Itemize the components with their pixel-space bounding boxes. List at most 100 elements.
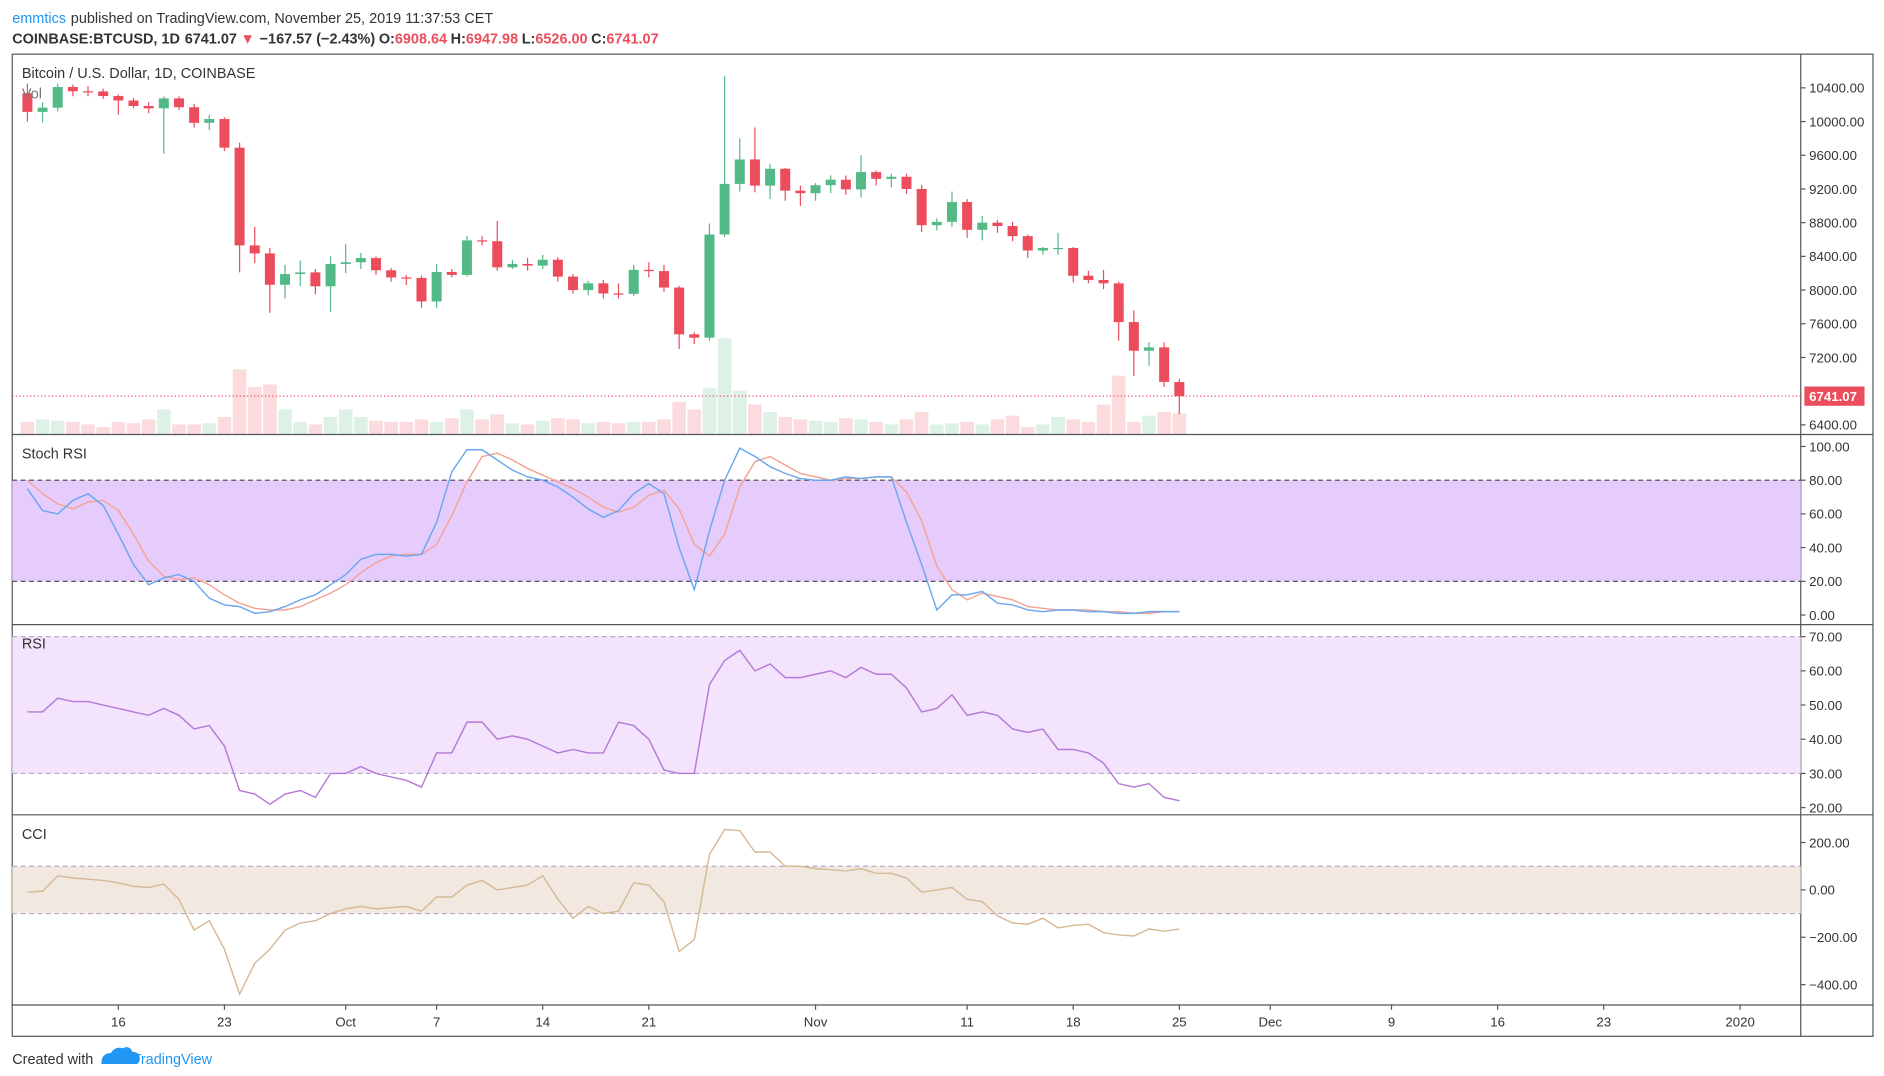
volume-bar — [839, 418, 853, 435]
candle-body — [689, 334, 700, 338]
candle-body — [568, 276, 579, 291]
volume-bar — [96, 426, 110, 435]
y-tick-label: 8400.00 — [1809, 249, 1857, 264]
x-tick-label: Dec — [1259, 1015, 1283, 1030]
candle-body — [461, 240, 472, 275]
volume-bar — [1051, 416, 1065, 435]
volume-bar — [475, 419, 489, 435]
volume-bar — [1157, 411, 1171, 435]
candle-body — [749, 159, 760, 186]
volume-bar — [520, 424, 535, 435]
candle-body — [1159, 347, 1170, 382]
candle-body — [825, 179, 836, 186]
y-tick-label: 10000.00 — [1809, 114, 1864, 129]
publish-line: emmtics published on TradingView.com, Nov… — [12, 11, 493, 27]
candle-body — [613, 293, 624, 295]
candle-body — [886, 176, 897, 179]
volume-bar — [399, 421, 414, 435]
volume-bar — [793, 419, 808, 435]
volume-bar — [884, 424, 899, 435]
candle-body — [386, 270, 397, 278]
y-tick-label: 0.00 — [1809, 883, 1835, 898]
volume-bar — [672, 401, 686, 435]
quote-line: COINBASE:BTCUSD, 1D 6741.07 ▼ −167.57 (−2.4… — [12, 31, 658, 47]
x-tick-label: 14 — [535, 1015, 550, 1030]
candle-body — [83, 91, 94, 93]
author[interactable]: emmtics — [12, 11, 66, 27]
volume-bar — [35, 419, 50, 435]
volume-bar — [823, 421, 838, 435]
volume-bar — [990, 419, 1005, 435]
x-tick-label: Nov — [804, 1015, 828, 1030]
volume-bar — [763, 411, 777, 435]
volume-bar — [626, 421, 641, 435]
volume-bar — [1081, 421, 1096, 435]
volume-bar — [1127, 421, 1141, 435]
candle-body — [1022, 236, 1033, 251]
volume-bar — [596, 421, 611, 435]
pane-title: Bitcoin / U.S. Dollar, 1D, COINBASE — [22, 66, 256, 82]
candle-body — [310, 272, 321, 287]
volume-bar — [535, 420, 550, 435]
x-tick-label: 2020 — [1725, 1015, 1754, 1030]
volume-bar — [232, 369, 247, 435]
candle-body — [840, 179, 851, 190]
candle-body — [143, 105, 154, 109]
y-tick-label: 60.00 — [1809, 664, 1842, 679]
indicator-line — [27, 828, 1180, 996]
h-value: 6947.98 — [466, 31, 518, 47]
arrow: ▼ — [241, 31, 255, 47]
candle-body — [37, 107, 48, 112]
candle-body — [871, 172, 882, 179]
l-key: L: — [522, 31, 536, 47]
candle-body — [204, 119, 215, 123]
candle-body — [340, 262, 351, 264]
candle-body — [643, 269, 654, 272]
l-value: 6526.00 — [535, 31, 587, 47]
x-tick-label: 16 — [1490, 1015, 1505, 1030]
pane-title: CCI — [22, 827, 47, 843]
y-tick-label: 200.00 — [1809, 835, 1849, 850]
volume-bar — [854, 419, 868, 435]
volume-bar — [126, 423, 141, 435]
candle-body — [916, 188, 927, 226]
candle-body — [52, 87, 63, 108]
y-tick-label: 100.00 — [1809, 439, 1849, 454]
y-tick-label: 50.00 — [1809, 698, 1842, 713]
volume-bar — [581, 423, 596, 435]
candle-body — [962, 202, 973, 230]
candle-body — [280, 274, 291, 285]
candle-body — [780, 168, 791, 191]
candle-body — [537, 259, 548, 266]
volume-bar — [566, 419, 580, 435]
volume-bar — [141, 419, 156, 435]
band — [12, 636, 1801, 774]
footer: Created with TradingView — [12, 1047, 213, 1068]
tv-logo — [101, 1047, 140, 1064]
volume-bar — [551, 418, 565, 435]
panes: 10400.0010000.009600.009200.008800.00840… — [12, 66, 1873, 1030]
candle-body — [113, 96, 124, 101]
y-tick-label: 8800.00 — [1809, 215, 1857, 230]
candle-body — [1128, 322, 1139, 351]
volume-bar — [505, 423, 520, 435]
volume-bar — [960, 421, 974, 435]
candle-body — [67, 87, 78, 92]
candle-body — [173, 98, 184, 108]
volume-bar — [945, 423, 959, 435]
volume-bar — [81, 424, 95, 435]
y-tick-label: −200.00 — [1809, 930, 1857, 945]
candle-body — [325, 263, 336, 287]
x-tick-label: 11 — [960, 1015, 974, 1030]
c-value: 6741.07 — [606, 31, 658, 47]
pane-title: RSI — [22, 637, 46, 653]
volume-bar — [354, 416, 368, 435]
footer-brand[interactable]: TradingView — [133, 1052, 213, 1068]
volume-bar — [490, 414, 505, 435]
x-tick-label: 21 — [641, 1015, 656, 1030]
candle-body — [1053, 247, 1064, 250]
volume-bar — [929, 424, 944, 435]
volume-bar — [263, 384, 277, 435]
